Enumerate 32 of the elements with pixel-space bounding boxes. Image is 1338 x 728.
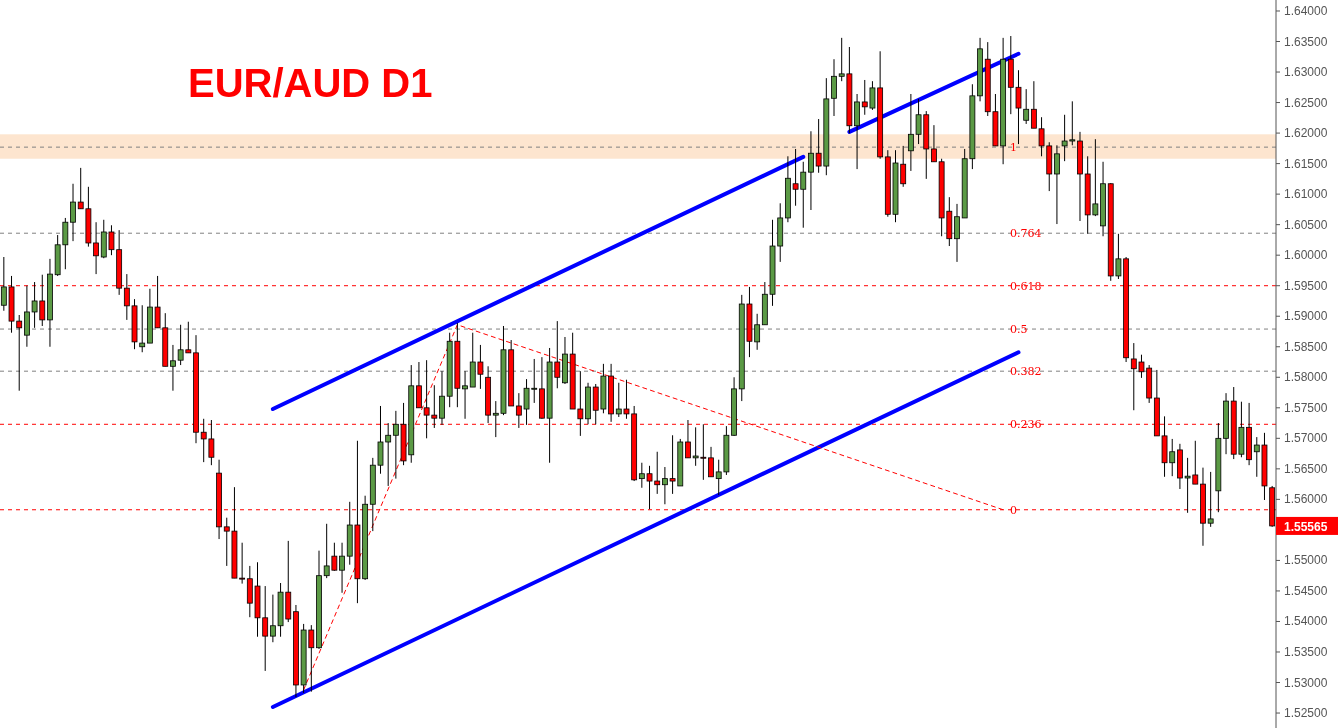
y-tick-label: 1.63500 (1284, 34, 1328, 49)
y-tick-label: 1.54500 (1284, 583, 1328, 598)
y-tick-label: 1.56500 (1284, 461, 1328, 476)
y-tick-label: 1.60000 (1284, 248, 1328, 263)
y-tick-label: 1.53500 (1284, 644, 1328, 659)
annotation: 0.764 (1010, 227, 1042, 241)
annotation: 0 (1010, 503, 1017, 517)
y-tick-label: 1.56000 (1284, 492, 1328, 507)
y-tick-label: 1.59500 (1284, 278, 1328, 293)
y-tick-label: 1.57000 (1284, 431, 1328, 446)
y-tick-label: 1.61000 (1284, 187, 1328, 202)
y-tick-label: 1.52500 (1284, 706, 1328, 721)
text: 1.55565 (1284, 519, 1328, 534)
y-tick-label: 1.64000 (1284, 3, 1328, 18)
y-tick-label: 1.58000 (1284, 370, 1328, 385)
y-tick-label: 1.63000 (1284, 65, 1328, 80)
y-tick-label: 1.61500 (1284, 156, 1328, 171)
annotation: 0.5 (1010, 323, 1028, 337)
y-tick-label: 1.60500 (1284, 217, 1328, 232)
text: EUR/AUD D1 (188, 61, 433, 105)
y-tick-label: 1.58500 (1284, 339, 1328, 354)
y-tick-label: 1.55000 (1284, 553, 1328, 568)
annotation: 1 (1010, 141, 1017, 155)
y-tick-label: 1.57500 (1284, 400, 1328, 415)
y-tick-label: 1.54000 (1284, 614, 1328, 629)
annotation: 0.236 (1010, 418, 1042, 432)
y-tick-label: 1.59000 (1284, 309, 1328, 324)
annotation: 0.382 (1010, 365, 1042, 379)
y-tick-label: 1.62000 (1284, 126, 1328, 141)
annotation: 0.618 (1010, 279, 1042, 293)
y-tick-label: 1.53000 (1284, 675, 1328, 690)
y-tick-label: 1.62500 (1284, 95, 1328, 110)
